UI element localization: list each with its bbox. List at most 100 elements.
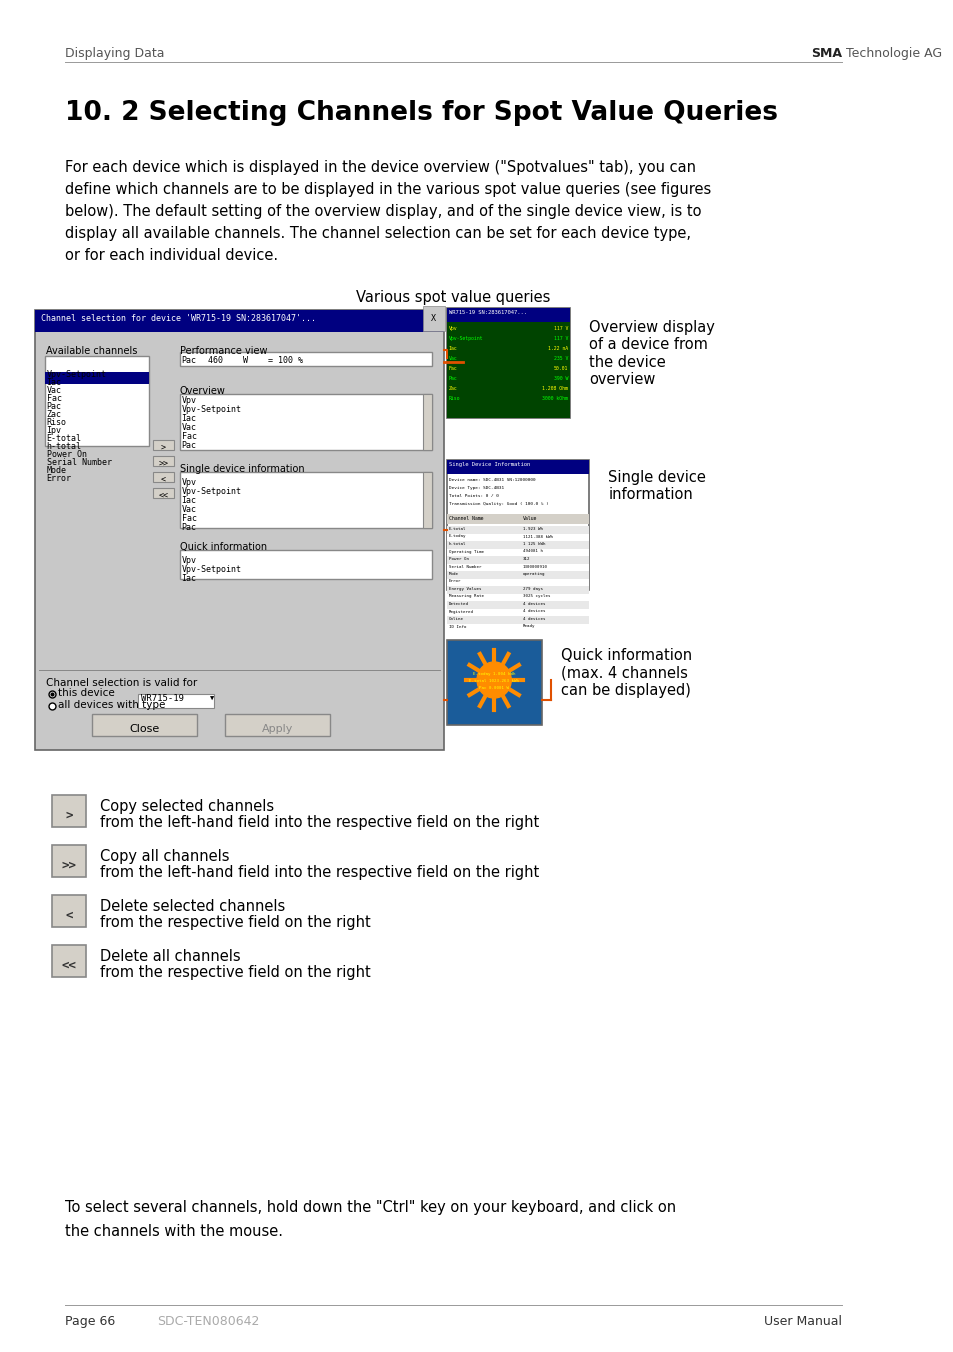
Text: Serial Number: Serial Number <box>448 565 480 568</box>
Text: 4 devices: 4 devices <box>522 602 544 606</box>
Text: E-total: E-total <box>448 527 466 531</box>
Text: Iac: Iac <box>181 575 196 583</box>
Text: 312: 312 <box>522 557 530 561</box>
Bar <box>446 541 589 549</box>
Text: Overview display
of a device from
the device
overview: Overview display of a device from the de… <box>589 320 715 387</box>
Text: Pac: Pac <box>181 356 196 365</box>
Text: <<: << <box>62 959 77 972</box>
Text: Mode: Mode <box>448 572 458 576</box>
FancyBboxPatch shape <box>446 308 570 418</box>
Text: Riso: Riso <box>47 418 67 427</box>
Text: Vpv-Setpoint: Vpv-Setpoint <box>181 565 241 575</box>
Text: Vpv-Setpoint: Vpv-Setpoint <box>47 370 107 379</box>
Text: Pac: Pac <box>448 376 456 381</box>
Text: 3000 kOhm: 3000 kOhm <box>542 396 568 402</box>
Text: Error: Error <box>47 475 71 483</box>
Text: Single Device Information: Single Device Information <box>449 462 530 466</box>
Text: Device Type: SDC-4B31: Device Type: SDC-4B31 <box>448 485 503 489</box>
Bar <box>446 602 589 608</box>
Text: Vac: Vac <box>448 356 456 361</box>
FancyBboxPatch shape <box>446 514 589 525</box>
Text: Quick information: Quick information <box>179 542 267 552</box>
Text: Vac: Vac <box>47 387 62 395</box>
Text: >: > <box>66 808 73 822</box>
FancyBboxPatch shape <box>446 308 570 322</box>
Text: Registered: Registered <box>448 610 473 614</box>
Text: Vpv: Vpv <box>47 362 62 370</box>
Text: Iac: Iac <box>448 346 456 352</box>
Text: Power On: Power On <box>448 557 468 561</box>
Bar <box>446 526 589 534</box>
Text: WR715-19: WR715-19 <box>140 694 183 703</box>
FancyBboxPatch shape <box>52 945 87 977</box>
Bar <box>446 579 589 585</box>
FancyBboxPatch shape <box>446 460 589 589</box>
Text: E-total: E-total <box>47 434 81 443</box>
Text: E-total 1023.263 kWh: E-total 1023.263 kWh <box>469 679 518 683</box>
FancyBboxPatch shape <box>52 845 87 877</box>
FancyBboxPatch shape <box>446 322 570 418</box>
Text: Zac: Zac <box>448 387 456 391</box>
Text: <: < <box>161 476 166 485</box>
Text: Delete all channels: Delete all channels <box>100 949 240 964</box>
FancyBboxPatch shape <box>92 714 196 735</box>
Text: 117 V: 117 V <box>554 326 568 331</box>
Text: from the respective field on the right: from the respective field on the right <box>100 915 370 930</box>
Text: Zac: Zac <box>47 410 62 419</box>
Text: SMA: SMA <box>810 47 841 59</box>
Text: Performance view: Performance view <box>179 346 267 356</box>
Text: Vpv-Setpoint: Vpv-Setpoint <box>448 337 482 341</box>
Text: E-today 1.004 kWh: E-today 1.004 kWh <box>473 672 515 676</box>
Text: 1 125 kWh: 1 125 kWh <box>522 542 544 546</box>
Text: 4 devices: 4 devices <box>522 617 544 621</box>
Text: h-total: h-total <box>47 442 81 452</box>
Text: WR715-19 SN:283617047...: WR715-19 SN:283617047... <box>449 310 527 315</box>
Text: Power On: Power On <box>47 450 87 458</box>
Text: Value: Value <box>522 516 537 521</box>
Text: Displaying Data: Displaying Data <box>65 47 164 59</box>
Text: SDC-TEN080642: SDC-TEN080642 <box>156 1315 259 1328</box>
Text: 1121.388 kWh: 1121.388 kWh <box>522 534 552 538</box>
FancyBboxPatch shape <box>422 393 432 450</box>
Text: Vpv-Setpoint: Vpv-Setpoint <box>181 487 241 496</box>
Text: 1.923 Wh: 1.923 Wh <box>522 527 542 531</box>
Text: Iac: Iac <box>47 379 62 387</box>
Text: Copy all channels: Copy all channels <box>100 849 229 864</box>
Text: Fac: Fac <box>181 433 196 441</box>
Text: Overview: Overview <box>179 387 225 396</box>
Text: Fac: Fac <box>181 514 196 523</box>
Bar <box>446 617 589 623</box>
FancyBboxPatch shape <box>35 310 443 750</box>
Text: Vac: Vac <box>181 506 196 514</box>
Text: Technologie AG: Technologie AG <box>841 47 942 59</box>
Text: Fac: Fac <box>47 393 62 403</box>
Text: Vpv: Vpv <box>181 556 196 565</box>
Bar <box>446 534 589 541</box>
Text: 390 W: 390 W <box>554 376 568 381</box>
Text: Energy Values: Energy Values <box>448 587 480 591</box>
FancyBboxPatch shape <box>152 456 173 466</box>
Bar <box>446 556 589 564</box>
Text: Apply: Apply <box>261 725 293 734</box>
FancyBboxPatch shape <box>225 714 330 735</box>
Text: from the respective field on the right: from the respective field on the right <box>100 965 370 980</box>
Text: To select several channels, hold down the "Ctrl" key on your keyboard, and click: To select several channels, hold down th… <box>65 1201 675 1215</box>
Bar <box>446 571 589 579</box>
FancyBboxPatch shape <box>35 310 443 333</box>
Text: Transmission Quality: Good ( 100.0 % ): Transmission Quality: Good ( 100.0 % ) <box>448 502 548 506</box>
Text: Online: Online <box>448 617 463 621</box>
Text: E-today: E-today <box>448 534 466 538</box>
Text: h-total: h-total <box>448 542 466 546</box>
Bar <box>446 549 589 556</box>
Text: >>: >> <box>62 859 77 872</box>
FancyBboxPatch shape <box>179 472 432 529</box>
Text: Vac: Vac <box>181 423 196 433</box>
Text: below). The default setting of the overview display, and of the single device vi: below). The default setting of the overv… <box>65 204 700 219</box>
FancyBboxPatch shape <box>179 550 432 579</box>
Bar <box>446 585 589 594</box>
Text: Ready: Ready <box>522 625 535 629</box>
Text: Channel Name: Channel Name <box>448 516 482 521</box>
Circle shape <box>476 662 511 698</box>
Text: 50.01: 50.01 <box>554 366 568 370</box>
Text: >: > <box>161 443 166 453</box>
